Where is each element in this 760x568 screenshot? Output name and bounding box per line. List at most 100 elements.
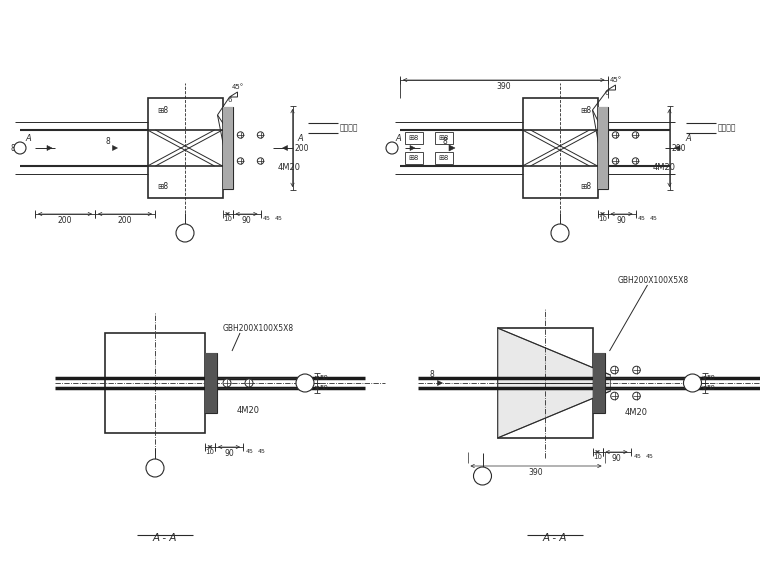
Circle shape bbox=[296, 374, 314, 392]
Bar bbox=[105, 333, 205, 433]
Text: 90: 90 bbox=[616, 216, 626, 225]
Circle shape bbox=[223, 379, 231, 387]
Circle shape bbox=[14, 142, 26, 154]
Text: A - A: A - A bbox=[543, 533, 567, 543]
Bar bbox=[223, 107, 233, 189]
Bar bbox=[593, 353, 604, 413]
Text: A: A bbox=[395, 134, 401, 143]
Circle shape bbox=[683, 374, 701, 392]
Bar bbox=[205, 353, 217, 413]
Text: 荷载标高: 荷载标高 bbox=[717, 123, 736, 132]
Text: GBH200X100X5X8: GBH200X100X5X8 bbox=[617, 276, 689, 285]
Circle shape bbox=[632, 158, 638, 164]
Text: ⊞8: ⊞8 bbox=[439, 135, 449, 141]
Text: 50: 50 bbox=[319, 385, 328, 391]
Circle shape bbox=[632, 132, 638, 138]
Circle shape bbox=[146, 459, 164, 477]
Text: ⊞8: ⊞8 bbox=[580, 106, 591, 115]
Text: 4M20: 4M20 bbox=[653, 163, 676, 172]
Bar bbox=[597, 107, 607, 189]
Text: 45: 45 bbox=[634, 454, 641, 459]
Circle shape bbox=[386, 142, 398, 154]
Bar bbox=[498, 328, 593, 438]
Polygon shape bbox=[410, 145, 415, 151]
Circle shape bbox=[613, 132, 619, 138]
Polygon shape bbox=[438, 381, 442, 386]
Text: 50: 50 bbox=[319, 375, 328, 381]
Text: 50: 50 bbox=[707, 385, 715, 391]
Text: ⊞8: ⊞8 bbox=[157, 106, 168, 115]
Circle shape bbox=[176, 224, 194, 242]
Text: 10: 10 bbox=[223, 216, 232, 222]
Text: 10: 10 bbox=[205, 449, 214, 455]
Text: 8: 8 bbox=[390, 144, 395, 152]
Text: 45: 45 bbox=[638, 216, 645, 221]
Bar bbox=[593, 353, 604, 413]
Text: 90: 90 bbox=[242, 216, 252, 225]
Polygon shape bbox=[283, 145, 287, 151]
Circle shape bbox=[632, 366, 640, 374]
Polygon shape bbox=[449, 145, 455, 151]
Text: 45: 45 bbox=[258, 449, 266, 454]
Bar bbox=[223, 107, 233, 189]
Circle shape bbox=[237, 132, 244, 138]
Circle shape bbox=[613, 158, 619, 164]
Polygon shape bbox=[675, 145, 680, 151]
Bar bbox=[597, 107, 607, 189]
Text: 6: 6 bbox=[227, 97, 232, 103]
Circle shape bbox=[551, 224, 569, 242]
Text: A: A bbox=[685, 134, 691, 143]
Text: ⊞8: ⊞8 bbox=[580, 182, 591, 190]
Polygon shape bbox=[498, 328, 610, 438]
Text: 8: 8 bbox=[442, 137, 447, 146]
Text: ⊞8: ⊞8 bbox=[439, 155, 449, 161]
Text: 45: 45 bbox=[650, 216, 657, 221]
Text: 45: 45 bbox=[262, 216, 271, 221]
Text: 10: 10 bbox=[598, 216, 607, 222]
Text: 8: 8 bbox=[105, 137, 110, 146]
Circle shape bbox=[258, 132, 264, 138]
Text: 4M20: 4M20 bbox=[625, 408, 648, 417]
Bar bbox=[405, 152, 423, 164]
Text: 4M20: 4M20 bbox=[237, 406, 260, 415]
Circle shape bbox=[611, 366, 619, 374]
Text: ⊞8: ⊞8 bbox=[157, 182, 168, 190]
Text: A: A bbox=[297, 134, 303, 143]
Text: 200: 200 bbox=[295, 144, 309, 152]
Circle shape bbox=[611, 392, 619, 400]
Text: A - A: A - A bbox=[153, 533, 177, 543]
Text: GBH200X100X5X8: GBH200X100X5X8 bbox=[223, 324, 294, 333]
Text: 200: 200 bbox=[672, 144, 686, 152]
Text: 45°: 45° bbox=[232, 84, 244, 90]
Circle shape bbox=[237, 158, 244, 164]
Text: 45: 45 bbox=[274, 216, 283, 221]
Circle shape bbox=[258, 158, 264, 164]
Polygon shape bbox=[112, 145, 118, 151]
Circle shape bbox=[245, 379, 253, 387]
Text: 390: 390 bbox=[496, 82, 511, 91]
Text: 6: 6 bbox=[604, 90, 609, 96]
Text: 4M20: 4M20 bbox=[277, 163, 300, 172]
Text: 390: 390 bbox=[529, 468, 543, 477]
Bar bbox=[435, 152, 453, 164]
Polygon shape bbox=[47, 145, 52, 151]
Bar bbox=[435, 132, 453, 144]
Text: 45°: 45° bbox=[610, 77, 622, 83]
Bar bbox=[205, 353, 217, 413]
Text: 8: 8 bbox=[10, 144, 15, 152]
Text: 45: 45 bbox=[645, 454, 654, 459]
Text: 50: 50 bbox=[707, 375, 715, 381]
Bar bbox=[405, 132, 423, 144]
Circle shape bbox=[473, 467, 492, 485]
Text: 8: 8 bbox=[429, 370, 434, 379]
Text: 90: 90 bbox=[612, 454, 622, 463]
Text: A: A bbox=[25, 134, 31, 143]
Text: ⊞8: ⊞8 bbox=[409, 135, 420, 141]
Text: 荷载标高: 荷载标高 bbox=[340, 123, 358, 132]
Bar bbox=[523, 98, 597, 198]
Text: 200: 200 bbox=[58, 216, 72, 225]
Text: 45: 45 bbox=[246, 449, 254, 454]
Text: 90: 90 bbox=[224, 449, 234, 458]
Text: 10: 10 bbox=[593, 454, 602, 460]
Bar bbox=[147, 98, 223, 198]
